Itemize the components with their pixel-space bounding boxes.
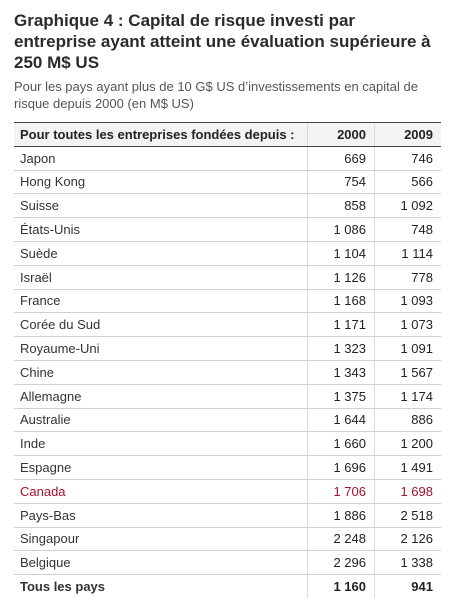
- chart-title: Graphique 4 : Capital de risque investi …: [14, 11, 431, 72]
- value-2009: 748: [374, 217, 441, 242]
- row-label: Tous les pays: [14, 574, 308, 598]
- value-2000: 1 104: [307, 241, 375, 266]
- value-2000: 2 296: [307, 550, 375, 576]
- value-2000: 754: [307, 170, 375, 195]
- value-2000: 1 171: [307, 312, 375, 338]
- table-row: Canada 1 706 1 698: [14, 479, 441, 504]
- header-2000: 2000: [307, 122, 375, 147]
- header-label: Pour toutes les entreprises fondées depu…: [14, 122, 308, 147]
- row-label: Australie: [14, 408, 308, 433]
- row-label: Pays-Bas: [14, 503, 308, 528]
- value-2000: 858: [307, 193, 375, 219]
- value-2009: 2 518: [374, 503, 441, 528]
- table-row: Pays-Bas 1 886 2 518: [14, 503, 441, 528]
- value-2000: 669: [307, 146, 375, 171]
- table-row: Royaume-Uni 1 323 1 091: [14, 336, 441, 361]
- value-2009: 778: [374, 265, 441, 290]
- value-2000: 1 660: [307, 431, 375, 457]
- value-2009: 1 114: [374, 241, 441, 266]
- value-2000: 1 086: [307, 217, 375, 242]
- table-row: Suisse 858 1 092: [14, 193, 441, 219]
- table-header: Pour toutes les entreprises fondées depu…: [14, 122, 441, 147]
- table-row: Singapour 2 248 2 126: [14, 527, 441, 552]
- row-label: Inde: [14, 431, 308, 457]
- value-2009: 1 093: [374, 289, 441, 314]
- table-row: Corée du Sud 1 171 1 073: [14, 312, 441, 338]
- header-2009: 2009: [374, 122, 441, 147]
- value-2009: 1 567: [374, 360, 441, 385]
- table-row: États-Unis 1 086 748: [14, 217, 441, 242]
- table-row: Suède 1 104 1 114: [14, 241, 441, 266]
- row-label: Suisse: [14, 193, 308, 219]
- table-row: Allemagne 1 375 1 174: [14, 384, 441, 409]
- row-label: France: [14, 289, 308, 314]
- table-row: Inde 1 660 1 200: [14, 431, 441, 457]
- value-2009: 886: [374, 408, 441, 433]
- table-row: Belgique 2 296 1 338: [14, 550, 441, 576]
- value-2009: 941: [374, 574, 441, 598]
- value-2009: 1 200: [374, 431, 441, 457]
- value-2000: 1 323: [307, 336, 375, 361]
- data-table: Pour toutes les entreprises fondées depu…: [14, 122, 441, 598]
- row-label: Belgique: [14, 550, 308, 576]
- value-2009: 1 174: [374, 384, 441, 409]
- value-2000: 1 168: [307, 289, 375, 314]
- value-2009: 1 338: [374, 550, 441, 576]
- row-label: Chine: [14, 360, 308, 385]
- value-2000: 1 126: [307, 265, 375, 290]
- table-row: France 1 168 1 093: [14, 289, 441, 314]
- table-row: Chine 1 343 1 567: [14, 360, 441, 385]
- value-2009: 1 091: [374, 336, 441, 361]
- table-row: Australie 1 644 886: [14, 408, 441, 433]
- header-row: Pour toutes les entreprises fondées depu…: [14, 122, 441, 147]
- value-2000: 1 706: [307, 479, 375, 504]
- value-2000: 1 644: [307, 408, 375, 433]
- table-body: Japon 669 746 Hong Kong 754 566 Suisse 858 1 092…: [14, 146, 441, 598]
- row-label: Canada: [14, 479, 308, 504]
- chart-subtitle: Pour les pays ayant plus de 10 G$ US d’i…: [14, 79, 418, 111]
- value-2000: 1 343: [307, 360, 375, 385]
- row-label: Corée du Sud: [14, 312, 308, 338]
- value-2000: 1 160: [307, 574, 375, 598]
- table-row: Israël 1 126 778: [14, 265, 441, 290]
- value-2009: 1 092: [374, 193, 441, 219]
- table-row: Espagne 1 696 1 491: [14, 455, 441, 480]
- value-2009: 2 126: [374, 527, 441, 552]
- value-2009: 1 073: [374, 312, 441, 338]
- value-2000: 2 248: [307, 527, 375, 552]
- row-label: États-Unis: [14, 217, 308, 242]
- value-2009: 1 698: [374, 479, 441, 504]
- value-2000: 1 886: [307, 503, 375, 528]
- table-row: Japon 669 746: [14, 146, 441, 171]
- value-2009: 746: [374, 146, 441, 171]
- value-2000: 1 375: [307, 384, 375, 409]
- row-label: Singapour: [14, 527, 308, 552]
- table-row: Hong Kong 754 566: [14, 170, 441, 195]
- value-2009: 1 491: [374, 455, 441, 480]
- row-label: Japon: [14, 146, 308, 171]
- row-label: Suède: [14, 241, 308, 266]
- value-2000: 1 696: [307, 455, 375, 480]
- row-label: Israël: [14, 265, 308, 290]
- row-label: Royaume-Uni: [14, 336, 308, 361]
- row-label: Espagne: [14, 455, 308, 480]
- row-label: Allemagne: [14, 384, 308, 409]
- row-label: Hong Kong: [14, 170, 308, 195]
- value-2009: 566: [374, 170, 441, 195]
- total-row: Tous les pays 1 160 941: [14, 574, 441, 598]
